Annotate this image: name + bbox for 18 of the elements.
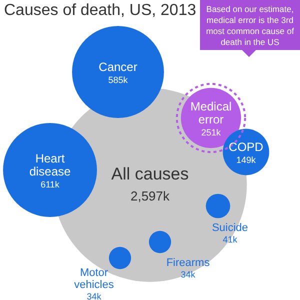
category-label: Suicide (212, 222, 248, 234)
category-label: Heart disease (29, 151, 71, 178)
data-label: 251k (201, 127, 222, 138)
data-label: 2,597k (130, 188, 170, 204)
data-label: 34k (180, 270, 196, 280)
category-label: Motor vehicles (74, 267, 114, 292)
category-label: Cancer (98, 60, 138, 74)
data-label: 41k (222, 234, 238, 245)
data-label: 149k (236, 154, 256, 165)
category-label: COPD (228, 140, 264, 154)
text: Based on our estimate, medical error is the 3rd most common cause of death in the US (206, 4, 294, 47)
data-label: 611k (40, 179, 60, 190)
category-label: Medical error (190, 99, 232, 126)
category-label: All causes (111, 164, 189, 184)
data-label: 34k (86, 292, 102, 300)
category-label: Firearms (166, 257, 210, 270)
data-label: 585k (108, 74, 128, 85)
text: Causes of death, US, 2013 (4, 2, 196, 20)
